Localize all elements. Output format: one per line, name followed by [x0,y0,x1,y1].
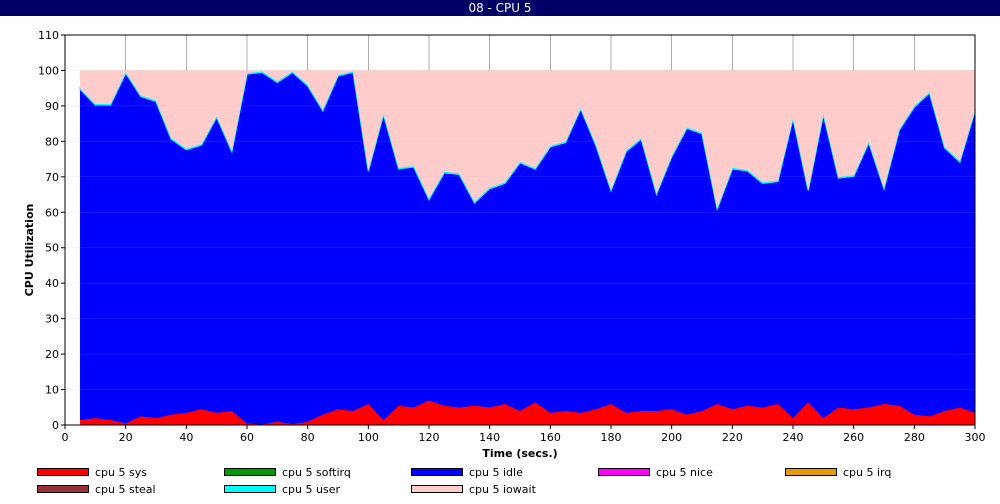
legend-swatch [224,485,276,493]
y-tick-label: 110 [38,29,59,42]
legend-label: cpu 5 steal [95,482,156,496]
y-tick-label: 80 [45,135,59,148]
plot-frame [64,34,976,426]
legend-item: cpu 5 iowait [411,482,536,496]
legend-label: cpu 5 sys [95,465,147,479]
y-tick-label: 50 [45,242,59,255]
legend-item: cpu 5 nice [598,465,713,479]
x-tick-label: 200 [661,431,682,444]
legend-item: cpu 5 softirq [224,465,351,479]
x-axis-label: Time (secs.) [482,447,557,460]
legend-item: cpu 5 user [224,482,340,496]
legend-label: cpu 5 softirq [282,465,351,479]
y-tick-label: 0 [52,419,59,432]
x-tick-label: 20 [119,431,133,444]
legend-label: cpu 5 idle [469,465,523,479]
legend-label: cpu 5 irq [843,465,892,479]
x-tick-label: 180 [601,431,622,444]
legend-swatch [37,485,89,493]
legend-label: cpu 5 iowait [469,482,536,496]
x-tick-label: 40 [179,431,193,444]
x-tick-label: 280 [904,431,925,444]
x-tick-label: 300 [965,431,986,444]
x-tick-label: 80 [301,431,315,444]
legend-label: cpu 5 nice [656,465,713,479]
x-tick-label: 220 [722,431,743,444]
legend: cpu 5 sys cpu 5 softirq cpu 5 idle cpu 5 ni… [0,460,1000,504]
legend-swatch [37,468,89,476]
legend-swatch [411,485,463,493]
y-tick-label: 10 [45,384,59,397]
legend-swatch [224,468,276,476]
legend-item: cpu 5 irq [785,465,891,479]
x-tick-label: 60 [240,431,254,444]
x-tick-label: 140 [479,431,500,444]
y-tick-label: 70 [45,171,59,184]
x-tick-label: 160 [540,431,561,444]
legend-swatch [598,468,650,476]
y-tick-label: 100 [38,64,59,77]
y-tick-label: 30 [45,313,59,326]
legend-item: cpu 5 sys [37,465,147,479]
legend-label: cpu 5 user [282,482,340,496]
y-tick-label: 40 [45,277,59,290]
cpu-utilization-chart: 0 20 40 60 80 100 120 140 160 180 200 220 240 260 280 3… [23,29,986,460]
legend-swatch [785,468,837,476]
x-tick-label: 100 [358,431,379,444]
legend-item: cpu 5 steal [37,482,156,496]
x-tick-label: 120 [419,431,440,444]
legend-item: cpu 5 idle [411,465,523,479]
x-tick-label: 240 [783,431,804,444]
y-tick-label: 20 [45,348,59,361]
x-tick-label: 260 [843,431,864,444]
y-axis-label: CPU Utilization [23,204,36,297]
y-tick-label: 60 [45,206,59,219]
legend-swatch [411,468,463,476]
window-title: 08 - CPU 5 [0,0,1000,16]
y-tick-label: 90 [45,100,59,113]
x-tick-label: 0 [62,431,69,444]
